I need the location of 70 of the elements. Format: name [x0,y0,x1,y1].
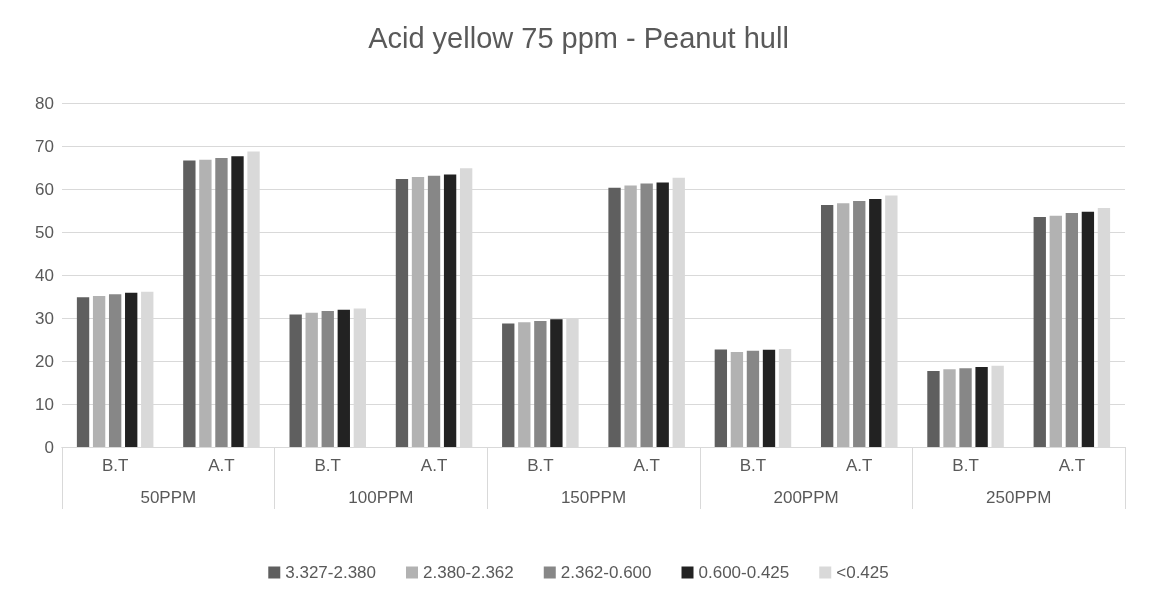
bar [927,370,940,447]
legend-label: 0.600-0.425 [698,563,790,582]
bar [975,367,988,447]
bar [534,321,547,447]
bar [395,179,409,447]
bar [762,349,776,447]
y-tick-label: 50 [35,222,54,242]
x-tick-label: B.T [739,456,767,475]
text: 100PPM [348,488,414,507]
y-tick-label: 40 [35,265,54,285]
chart-title: Acid yellow 75 ppm - Peanut hull [368,21,789,54]
bar [714,349,728,447]
bar [959,368,972,447]
y-tick-label: 80 [35,93,54,113]
bar [231,156,244,447]
bar [289,314,302,447]
bar [125,292,138,447]
x-tick-label: A.T [846,456,873,475]
bar [746,350,760,447]
y-tick-label: 30 [35,308,54,328]
bar [943,369,956,447]
bar [853,201,866,447]
bar [608,187,621,447]
x-tick-label: B.T [101,456,129,475]
bar [183,160,196,447]
bar [305,312,318,447]
y-tick-label: 70 [35,136,54,156]
y-tick-label: 10 [35,394,54,414]
x-tick-label: B.T [314,456,341,475]
x-tick-label: B.T [952,456,979,475]
bar [640,183,653,447]
bar [869,198,882,447]
bar [837,203,850,447]
bar [427,175,441,447]
y-tick-label: 20 [35,351,54,371]
legend-label: 2.362-0.600 [560,563,652,582]
text: 200PPM [773,488,839,507]
text: 150PPM [560,488,627,507]
bar [199,159,212,447]
y-tick-label: 60 [35,179,54,199]
x-tick-label: A.T [1058,456,1086,475]
text: 50PPM [140,488,197,507]
x-tick-label: B.T [527,456,554,475]
legend-label: 2.380-2.362 [423,563,514,582]
bar [1049,215,1062,447]
x-tick-label: A.T [208,456,235,475]
y-tick-label: 0 [44,437,54,457]
bar [108,294,122,447]
bar [518,322,531,447]
bar [550,319,563,447]
bar [1033,216,1046,447]
bar [411,176,425,447]
legend-label: 3.327-2.380 [285,563,377,582]
bar [820,204,834,447]
bar [321,311,334,447]
bar [443,174,457,447]
legend-label: <0.425 [836,563,889,582]
bar [730,351,744,447]
bar [215,158,228,447]
bar [502,323,515,447]
bar [1081,211,1095,447]
x-tick-label: A.T [420,456,448,475]
bar [337,309,350,447]
bar [92,296,106,447]
bar [624,185,637,447]
bar [656,182,669,447]
x-tick-label: A.T [633,456,660,475]
bar [76,297,90,447]
text: 250PPM [986,488,1052,507]
bar [1065,213,1079,447]
